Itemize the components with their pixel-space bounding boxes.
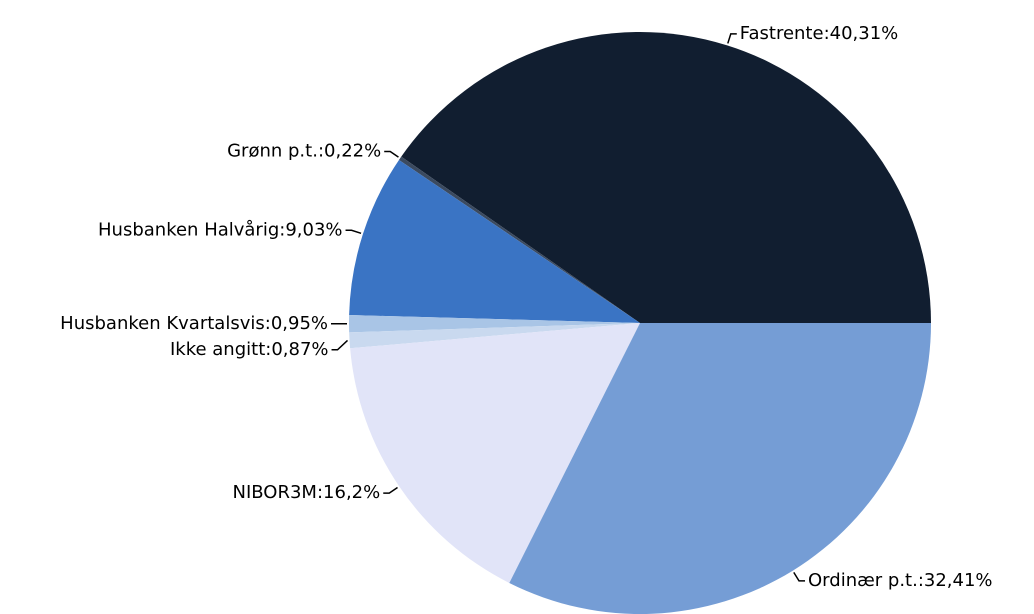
slice-value: 0,95% [271, 313, 328, 334]
leader-line [345, 229, 362, 235]
pie-slice [350, 323, 640, 583]
slice-value: 0,22% [324, 140, 381, 161]
slice-value: 40,31% [830, 23, 899, 44]
slice-name: Ordinær p.t. [808, 570, 918, 591]
separator: : [824, 23, 830, 44]
pie-slice [349, 159, 640, 323]
slice-value: 0,87% [271, 339, 328, 360]
slice-label: Husbanken Kvartalsvis:0,95% [60, 313, 328, 334]
leader-line [384, 150, 399, 158]
pie-slice [509, 323, 931, 614]
slice-name: Husbanken Halvårig [98, 219, 279, 240]
slice-value: 9,03% [285, 219, 342, 240]
leader-line [727, 33, 737, 44]
leader-line [383, 486, 398, 494]
slice-label: Grønn p.t.:0,22% [227, 140, 381, 161]
pie-slice [398, 156, 640, 323]
separator: : [265, 339, 271, 360]
slice-label: Husbanken Halvårig:9,03% [98, 219, 343, 240]
slice-value: 16,2% [323, 482, 380, 503]
slice-name: Fastrente [740, 23, 824, 44]
pie-slice [401, 32, 931, 323]
slice-label: NIBOR3M:16,2% [233, 482, 381, 503]
separator: : [265, 313, 271, 334]
leader-line [793, 572, 806, 582]
separator: : [318, 140, 324, 161]
separator: : [918, 570, 924, 591]
slice-label: Ikke angitt:0,87% [170, 339, 329, 360]
slice-label: Fastrente:40,31% [740, 23, 899, 44]
slice-label: Ordinær p.t.:32,41% [808, 570, 993, 591]
slice-name: Husbanken Kvartalsvis [60, 313, 265, 334]
slice-name: Grønn p.t. [227, 140, 318, 161]
pie-slice [349, 315, 640, 333]
separator: : [279, 219, 285, 240]
separator: : [317, 482, 323, 503]
slice-value: 32,41% [924, 570, 993, 591]
pie-slice [349, 323, 640, 349]
slice-name: Ikke angitt [170, 339, 265, 360]
leader-line [331, 339, 349, 351]
slice-name: NIBOR3M [233, 482, 317, 503]
